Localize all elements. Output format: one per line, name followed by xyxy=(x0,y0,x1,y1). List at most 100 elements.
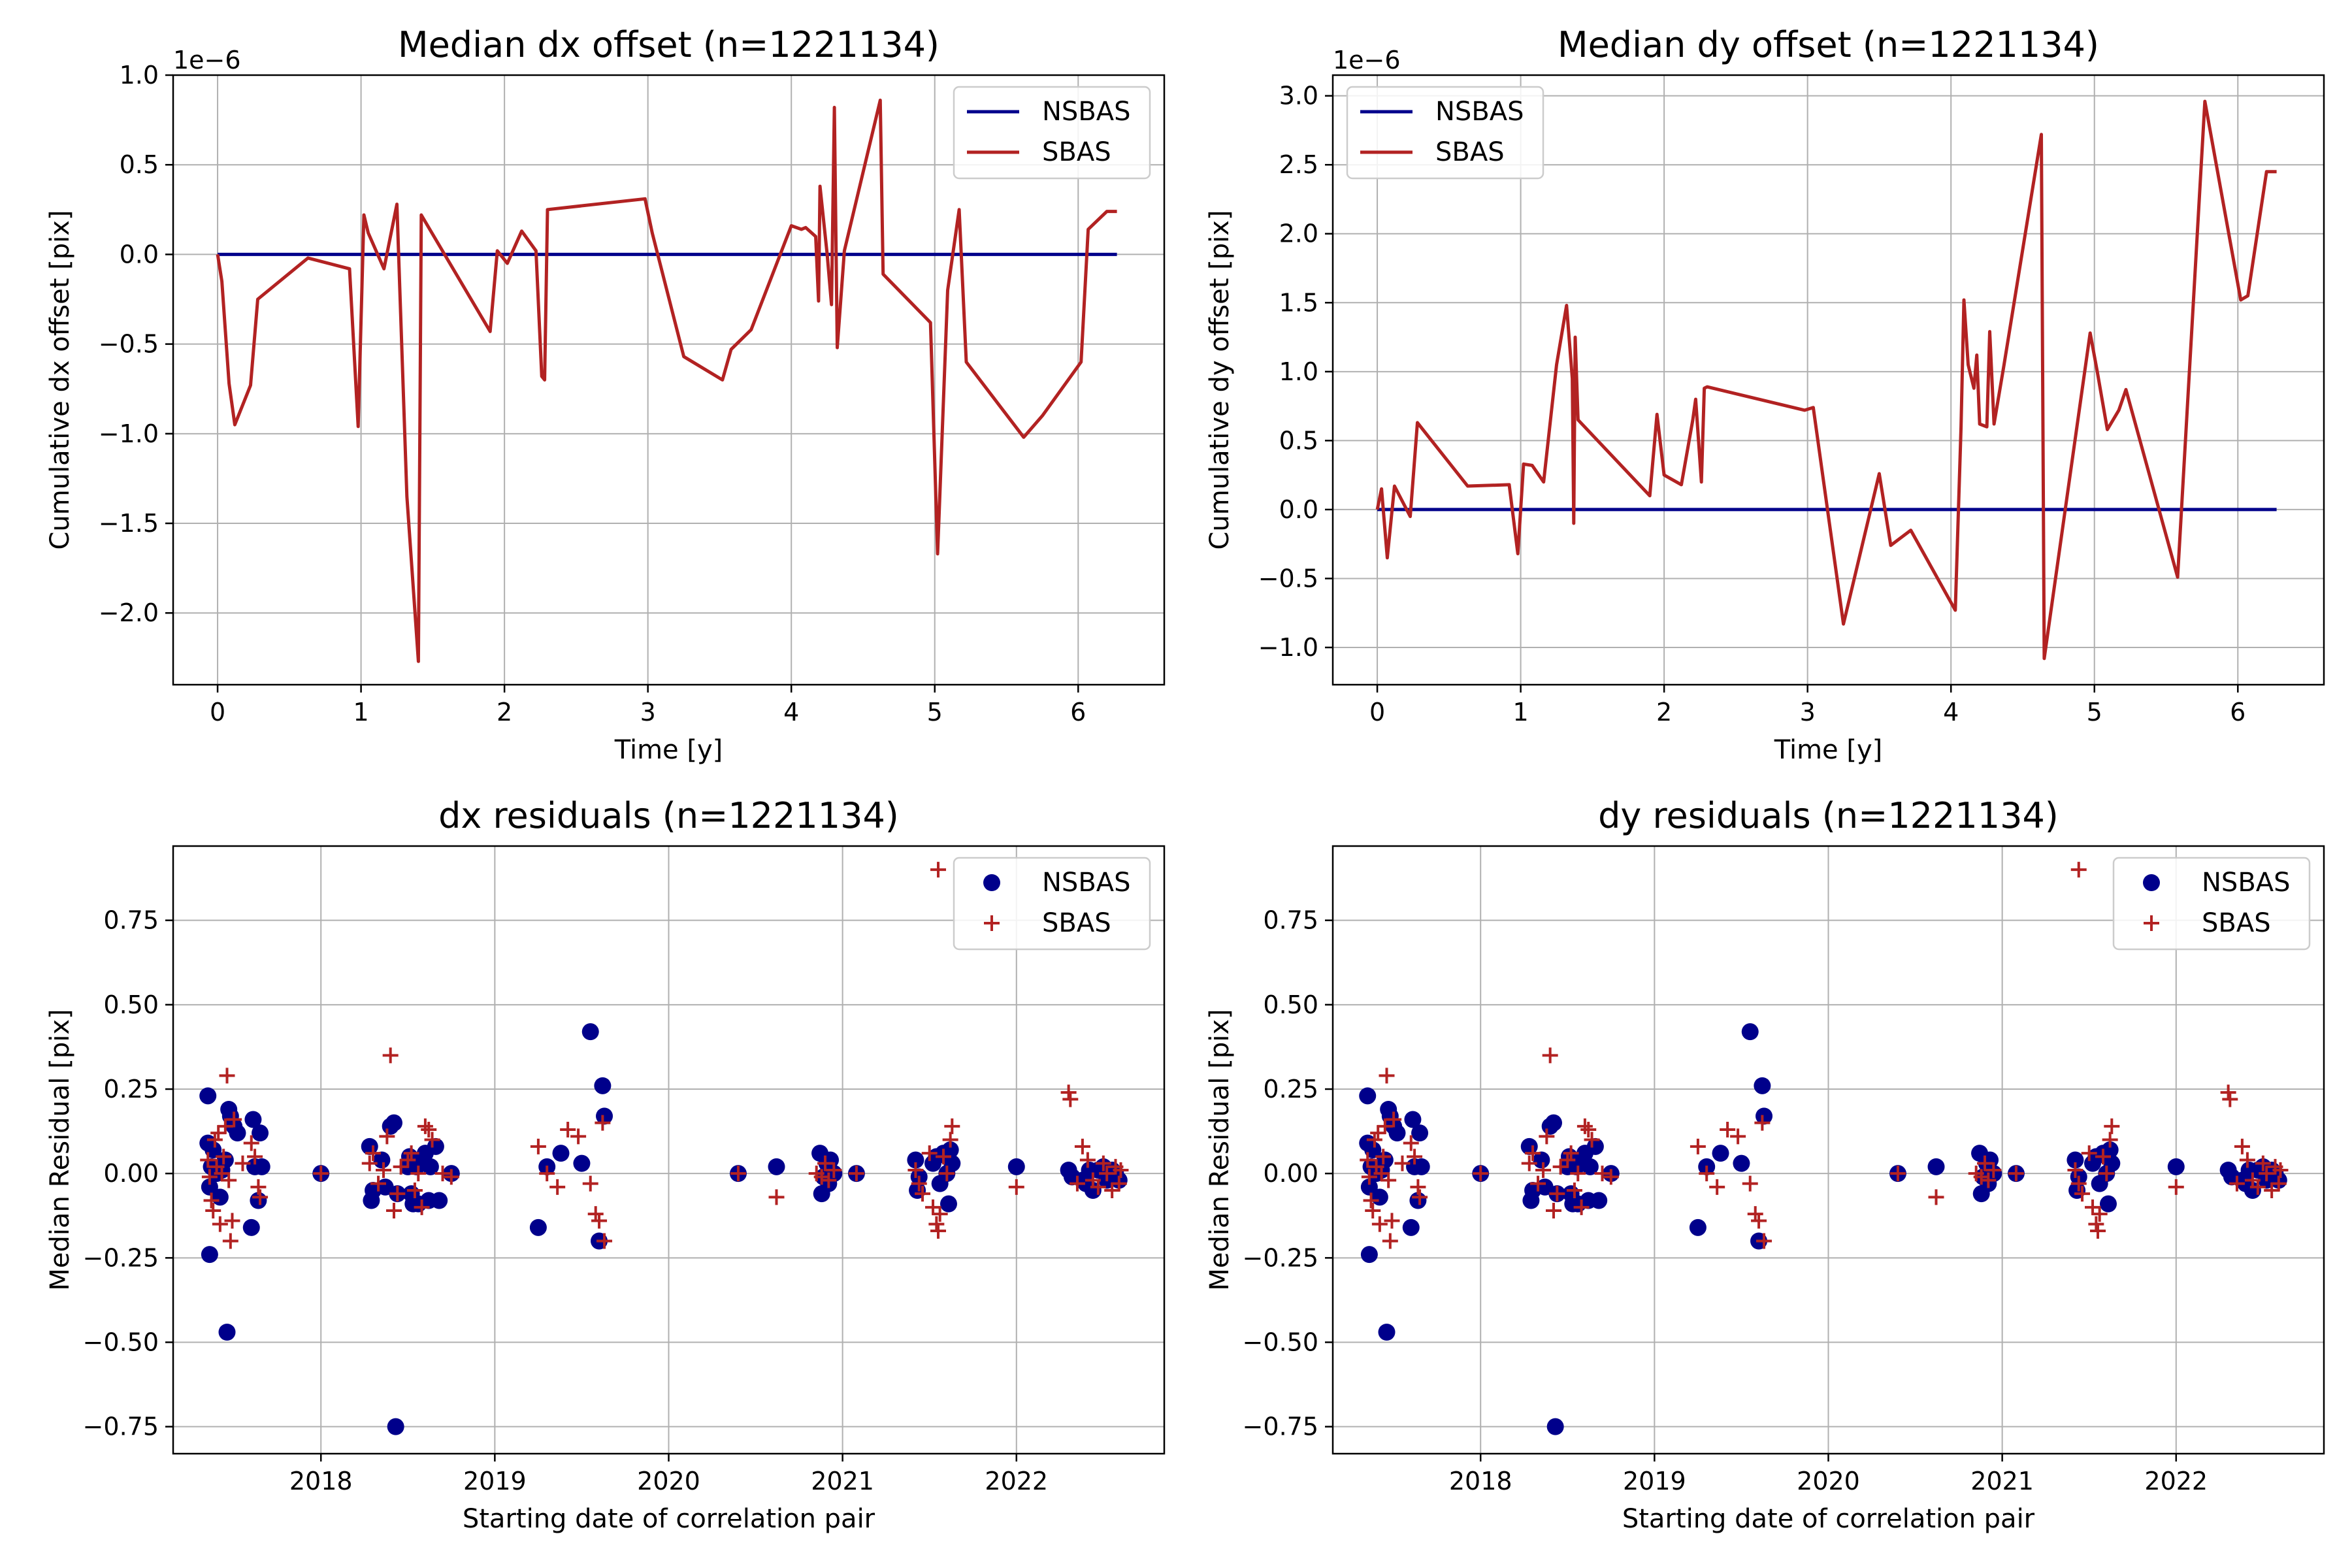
sbas-point xyxy=(587,1206,604,1222)
sbas-point xyxy=(936,1149,951,1165)
sbas-point xyxy=(235,1155,251,1171)
legend: NSBAS SBAS xyxy=(1346,86,1544,180)
nsbas-legend-swatch xyxy=(2143,874,2160,891)
sbas-point xyxy=(212,1216,228,1232)
nsbas-points xyxy=(199,1023,1128,1341)
sbas-point xyxy=(382,1047,399,1064)
sbas-point xyxy=(393,1158,409,1175)
sbas-point xyxy=(417,1118,433,1134)
plot-area xyxy=(199,862,1129,1435)
sbas-point xyxy=(1560,1152,1576,1168)
x-tick-label: 4 xyxy=(783,698,799,727)
y-axis-label: Median Residual [pix] xyxy=(1205,1009,1235,1290)
sbas-point xyxy=(1090,1179,1106,1195)
sbas-point xyxy=(221,1172,237,1188)
nsbas-point xyxy=(1689,1218,1707,1236)
nsbas-point xyxy=(1388,1124,1406,1142)
nsbas-point xyxy=(1411,1124,1429,1142)
y-tick-label: −1.5 xyxy=(99,509,159,538)
sbas-point xyxy=(2239,1152,2255,1168)
x-tick-label: 2022 xyxy=(2144,1467,2208,1495)
sbas-point xyxy=(224,1213,240,1229)
nsbas-point xyxy=(1754,1077,1771,1094)
nsbas-point xyxy=(907,1151,924,1169)
sbas-point xyxy=(1373,1166,1390,1182)
sbas-point xyxy=(2168,1179,2184,1195)
sbas-legend-swatch xyxy=(984,915,1000,931)
sbas-point xyxy=(549,1179,566,1195)
x-tick-label: 3 xyxy=(640,698,656,727)
sbas-point xyxy=(2070,862,2087,878)
x-tick-label: 1 xyxy=(353,698,368,727)
sbas-point xyxy=(205,1203,221,1218)
sbas-point xyxy=(1747,1206,1763,1222)
axis-offset-text: 1e−6 xyxy=(173,46,241,74)
y-tick-label: 0.75 xyxy=(1263,906,1318,935)
sbas-point xyxy=(2259,1166,2275,1182)
sbas-point xyxy=(2264,1183,2280,1198)
chart-title: Median dx offset (n=1221134) xyxy=(398,24,939,65)
y-axis: −1.0 −0.5 0.0 0.5 1.0 1.5 2.0 2.5 3.0 xyxy=(1258,82,1333,662)
sbas-point xyxy=(932,1206,948,1222)
y-tick-label: −0.75 xyxy=(1243,1413,1318,1441)
y-axis: −2.0 −1.5 −1.0 −0.5 0.0 0.5 1.0 xyxy=(99,61,173,627)
sbas-point xyxy=(1074,1138,1090,1154)
nsbas-point xyxy=(2099,1195,2117,1213)
sbas-point xyxy=(2090,1223,2106,1239)
legend-frame xyxy=(1346,86,1544,180)
nsbas-point xyxy=(1581,1158,1599,1175)
nsbas-point xyxy=(2101,1141,2119,1158)
sbas-point xyxy=(219,1068,235,1084)
x-tick-label: 2 xyxy=(1656,698,1672,727)
sbas-point xyxy=(1365,1203,1381,1218)
x-tick-label: 0 xyxy=(210,698,225,727)
y-tick-label: −0.50 xyxy=(1243,1328,1318,1357)
nsbas-point xyxy=(941,1141,959,1158)
sbas-point xyxy=(1928,1189,1944,1205)
sbas-point xyxy=(2008,1166,2024,1182)
nsbas-legend-label: NSBAS xyxy=(1042,97,1131,127)
x-tick-label: 2018 xyxy=(1449,1467,1512,1495)
legend: NSBAS SBAS xyxy=(953,857,1151,951)
y-tick-label: 0.5 xyxy=(1279,426,1318,455)
y-axis: −0.75 −0.50 −0.25 0.00 0.25 0.50 0.75 xyxy=(1243,906,1333,1441)
sbas-point xyxy=(379,1128,395,1145)
sbas-point xyxy=(1111,1175,1127,1192)
y-tick-label: 0.0 xyxy=(120,240,159,269)
nsbas-point xyxy=(1359,1087,1377,1105)
nsbas-point xyxy=(1402,1218,1420,1236)
nsbas-legend-label: NSBAS xyxy=(2202,868,2291,898)
chart-panel-3: 2018 2019 2020 2021 2022 −0.75 −0.50 −0.25 0.00 0… xyxy=(45,795,1166,1534)
sbas-point xyxy=(406,1183,423,1198)
y-axis-label: Median Residual [pix] xyxy=(45,1009,75,1290)
nsbas-legend-label: NSBAS xyxy=(1042,868,1131,898)
sbas-point xyxy=(1371,1216,1388,1232)
sbas-point xyxy=(1095,1155,1111,1171)
sbas-point xyxy=(1530,1175,1546,1192)
sbas-point xyxy=(768,1189,785,1205)
nsbas-point xyxy=(1413,1158,1430,1175)
sbas-point xyxy=(2272,1162,2289,1178)
sbas-point xyxy=(414,1199,430,1215)
sbas-point xyxy=(1580,1122,1597,1137)
sbas-point xyxy=(1603,1169,1619,1185)
sbas-point xyxy=(200,1152,216,1168)
nsbas-point xyxy=(2167,1158,2185,1175)
x-axis: 0 1 2 3 4 5 6 xyxy=(210,685,1086,727)
sbas-point xyxy=(1542,1047,1558,1064)
x-axis: 2018 2019 2020 2021 2022 xyxy=(289,1454,1048,1495)
y-tick-label: 0.00 xyxy=(1263,1159,1318,1188)
sbas-point xyxy=(1699,1166,1715,1182)
sbas-point xyxy=(1104,1183,1120,1198)
sbas-point xyxy=(1539,1128,1555,1145)
y-tick-label: 1.0 xyxy=(120,61,159,90)
sbas-point xyxy=(1079,1152,1096,1168)
x-tick-label: 5 xyxy=(2087,698,2102,727)
sbas-point xyxy=(595,1115,611,1131)
nsbas-point xyxy=(529,1218,547,1236)
legend-frame xyxy=(953,86,1151,180)
nsbas-point xyxy=(2066,1151,2084,1169)
sbas-point xyxy=(560,1122,576,1137)
sbas-point xyxy=(1384,1213,1400,1229)
chart-panel-4: 2018 2019 2020 2021 2022 −0.75 −0.50 −0.25 0.00 0… xyxy=(1205,795,2325,1534)
